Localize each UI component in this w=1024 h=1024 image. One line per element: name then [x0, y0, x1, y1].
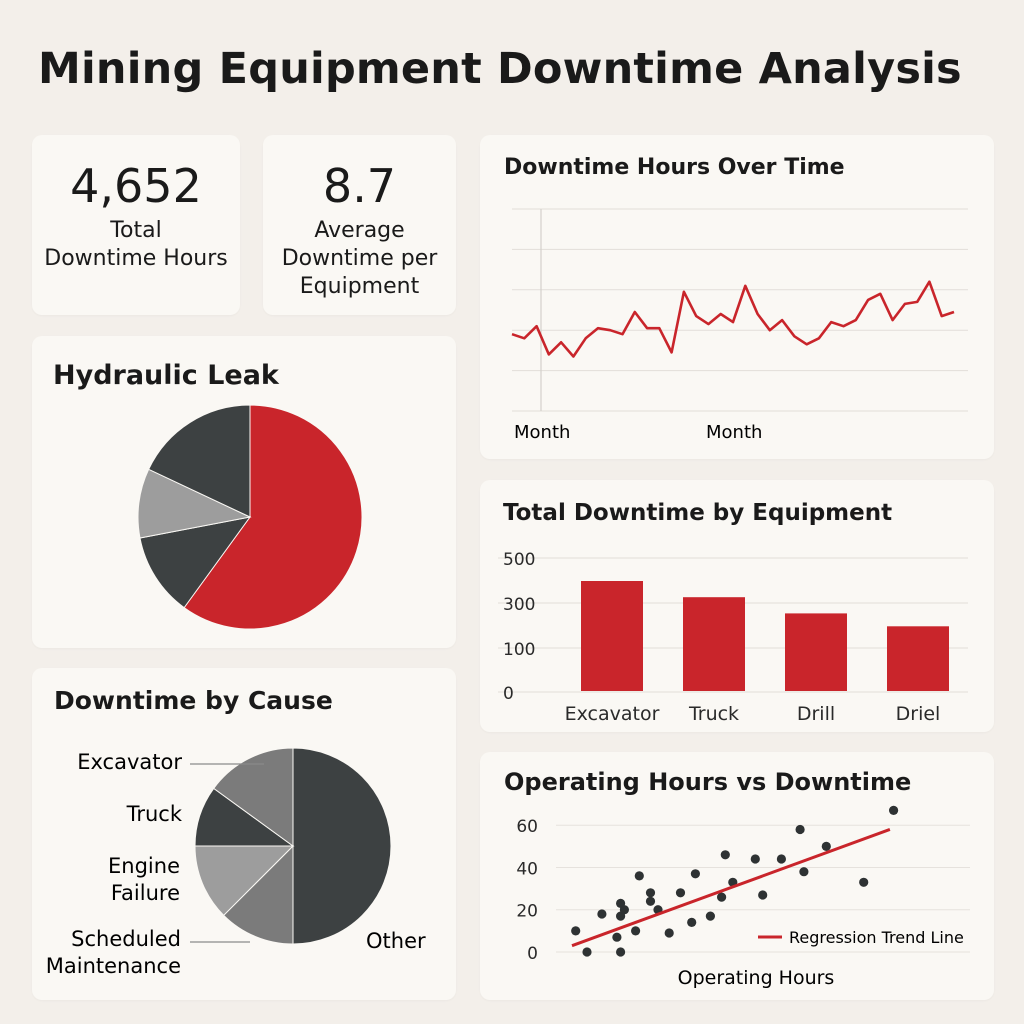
y-tick-label: 300: [503, 595, 535, 615]
kpi-label-line: Total: [110, 218, 162, 243]
pie-label-excavator: Excavator: [77, 750, 182, 774]
pie-slice: [213, 747, 294, 847]
scatter-point: [799, 867, 809, 877]
pie-label-engine-line2: Failure: [111, 881, 180, 905]
scatter-point: [776, 854, 786, 864]
scatter-point: [758, 890, 768, 900]
scatter-point: [859, 877, 869, 887]
scatter-point: [612, 932, 622, 942]
scatter-point: [720, 850, 730, 860]
downtime-by-equipment-card: Total Downtime by Equipment 0 100 300 500 E…: [480, 480, 994, 732]
pie-slice: [139, 516, 252, 609]
bar: [887, 626, 949, 691]
y-tick-label: 100: [503, 640, 535, 660]
scatter-point: [687, 917, 697, 927]
chart-title: Total Downtime by Equipment: [503, 500, 893, 526]
hydraulic-leak-pie: [137, 404, 363, 630]
scatter-point: [582, 947, 592, 957]
downtime-by-cause-pie: Excavator Truck Engine Failure Scheduled…: [46, 747, 426, 978]
downtime-over-time-card: Downtime Hours Over Time Month Month: [480, 135, 994, 459]
kpi-label-line: Downtime Hours: [44, 246, 228, 271]
x-tick-label: Month: [514, 422, 570, 443]
scatter-point: [631, 926, 641, 936]
scatter-point: [616, 947, 626, 957]
x-axis-label: Operating Hours: [678, 967, 835, 989]
bar: [683, 597, 745, 691]
chart-title: Operating Hours vs Downtime: [504, 768, 912, 796]
pie-slice: [183, 404, 363, 630]
y-tick-label: 500: [503, 550, 535, 570]
y-tick-label: 20: [516, 902, 538, 922]
bar: [581, 581, 643, 691]
scatter-point: [645, 896, 656, 906]
kpi-card-average-downtime: 8.7 Average Downtime per Equipment: [263, 135, 456, 315]
pie-label-scheduled-line2: Maintenance: [46, 954, 181, 978]
x-tick-label: Excavator: [565, 703, 660, 725]
pie-label-engine-line1: Engine: [108, 854, 180, 878]
regression-trend-line: [571, 828, 891, 948]
chart-title: Downtime by Cause: [54, 686, 333, 715]
kpi-label-line: Average: [314, 218, 405, 243]
scatter-point: [645, 888, 656, 898]
scatter-point: [634, 871, 644, 881]
scatter-point: [750, 854, 760, 864]
pie-slice: [222, 844, 294, 945]
hydraulic-leak-card: Hydraulic Leak: [32, 336, 456, 648]
kpi-value: 8.7: [322, 159, 397, 213]
operating-vs-downtime-card: Operating Hours vs Downtime 0 20 40 60 Regr…: [480, 752, 994, 1000]
x-tick-label: Month: [706, 422, 762, 443]
scatter-point: [705, 911, 715, 921]
kpi-label-line: Downtime per: [281, 246, 438, 271]
pie-label-other: Other: [366, 929, 426, 953]
scatter-point: [619, 905, 629, 915]
pie-slice: [194, 845, 295, 917]
scatter-point: [717, 892, 727, 902]
x-tick-label: Truck: [688, 703, 739, 725]
pie-slice: [147, 404, 251, 518]
y-tick-label: 0: [527, 944, 538, 964]
x-tick-label: Drill: [797, 703, 835, 725]
downtime-by-equipment-chart: 0 100 300 500 Excavator Truck Drill Driel: [498, 550, 968, 725]
chart-title: Downtime Hours Over Time: [504, 155, 845, 180]
kpi-label-line: Equipment: [299, 274, 420, 299]
scatter-point: [597, 909, 607, 919]
pie-label-scheduled-line1: Scheduled: [71, 927, 181, 951]
scatter-point: [821, 841, 831, 851]
chart-title: Hydraulic Leak: [53, 360, 279, 391]
scatter-point: [664, 928, 674, 938]
pie-label-truck: Truck: [126, 802, 183, 826]
downtime-series-line: [511, 280, 955, 358]
operating-vs-downtime-chart: 0 20 40 60 Regression Trend Line Operating …: [516, 805, 970, 989]
legend-label: Regression Trend Line: [789, 928, 964, 947]
downtime-by-cause-card: Downtime by Cause Excavator Truck Engine…: [32, 668, 456, 1000]
scatter-point: [675, 888, 686, 898]
scatter-point: [571, 926, 581, 936]
scatter-point: [889, 805, 899, 815]
y-tick-label: 0: [503, 684, 514, 704]
y-tick-label: 60: [516, 817, 538, 837]
scatter-point: [795, 824, 805, 835]
scatter-point: [690, 869, 700, 879]
x-tick-label: Driel: [896, 703, 941, 725]
kpi-value: 4,652: [70, 159, 202, 213]
pie-slice: [292, 747, 392, 945]
kpi-card-total-downtime: 4,652 Total Downtime Hours: [32, 135, 240, 315]
downtime-over-time-chart: Month Month: [511, 208, 968, 443]
page-title: Mining Equipment Downtime Analysis: [38, 44, 962, 94]
y-tick-label: 40: [516, 859, 538, 879]
bar: [785, 613, 847, 691]
